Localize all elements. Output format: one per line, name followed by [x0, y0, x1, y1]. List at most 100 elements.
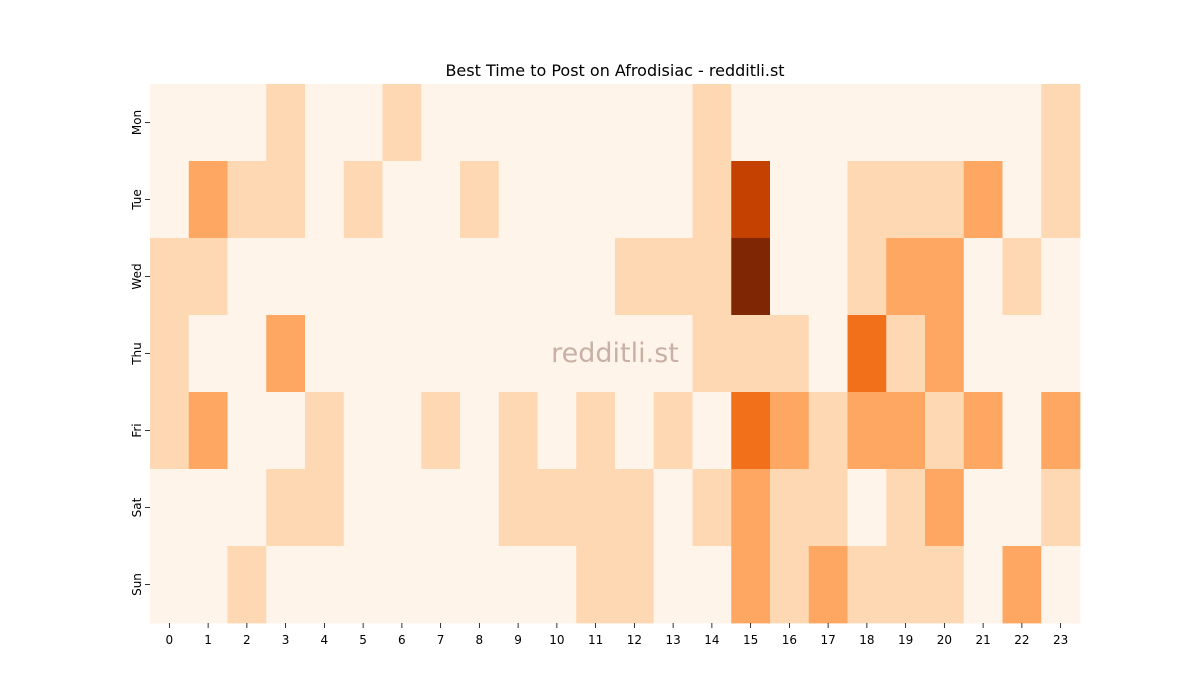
heatmap-cell: [847, 315, 887, 393]
heatmap-cell: [305, 315, 345, 393]
heatmap-cell: [576, 84, 616, 162]
heatmap-cell: [421, 315, 461, 393]
heatmap-cell: [460, 238, 500, 316]
heatmap-cell: [770, 161, 810, 239]
x-tick-label: 21: [975, 633, 990, 647]
heatmap-cell: [266, 84, 306, 162]
heatmap-cell: [227, 469, 267, 547]
heatmap-cell: [615, 84, 655, 162]
heatmap-cell: [266, 469, 306, 547]
heatmap-cell: [886, 469, 926, 547]
heatmap-cell: [963, 469, 1003, 547]
heatmap-cell: [692, 315, 732, 393]
heatmap-cell: [615, 161, 655, 239]
x-tick-label: 11: [588, 633, 603, 647]
x-tick-label: 1: [204, 633, 212, 647]
x-tick-label: 17: [820, 633, 835, 647]
heatmap-cell: [1002, 469, 1042, 547]
heatmap-cell: [886, 238, 926, 316]
heatmap-cell: [382, 84, 422, 162]
heatmap-cell: [421, 84, 461, 162]
heatmap-cell: [188, 546, 228, 624]
heatmap-cell: [188, 238, 228, 316]
heatmap-cell: [731, 392, 771, 470]
heatmap-cell: [460, 546, 500, 624]
heatmap-cell: [537, 469, 577, 547]
heatmap-cell: [576, 392, 616, 470]
heatmap-cell: [266, 238, 306, 316]
heatmap-cell: [653, 392, 693, 470]
heatmap-cell: [770, 546, 810, 624]
x-tick-label: 9: [514, 633, 522, 647]
heatmap-cell: [770, 315, 810, 393]
heatmap-cell: [963, 161, 1003, 239]
heatmap-cell: [925, 161, 965, 239]
x-tick-label: 22: [1014, 633, 1029, 647]
heatmap-cell: [576, 161, 616, 239]
heatmap-cell: [343, 315, 383, 393]
heatmap-cell: [460, 315, 500, 393]
heatmap-cell: [1002, 161, 1042, 239]
heatmap-cell: [305, 392, 345, 470]
heatmap-cell: [382, 161, 422, 239]
x-tick-label: 7: [437, 633, 445, 647]
heatmap-cell: [692, 238, 732, 316]
x-tick-label: 2: [243, 633, 251, 647]
heatmap-cell: [653, 238, 693, 316]
heatmap-cell: [808, 238, 848, 316]
heatmap-cell: [770, 84, 810, 162]
heatmap-cell: [653, 546, 693, 624]
heatmap-cell: [1002, 546, 1042, 624]
heatmap-cell: [731, 161, 771, 239]
heatmap-cell: [305, 84, 345, 162]
heatmap-cell: [188, 315, 228, 393]
heatmap-cell: [150, 546, 190, 624]
x-tick-label: 8: [476, 633, 484, 647]
heatmap-cell: [460, 469, 500, 547]
heatmap-cell: [343, 238, 383, 316]
heatmap-cell: [460, 392, 500, 470]
heatmap-cell: [188, 161, 228, 239]
heatmap-cell: [925, 84, 965, 162]
heatmap-cell: [1002, 238, 1042, 316]
x-tick-label: 16: [782, 633, 797, 647]
heatmap-cell: [886, 161, 926, 239]
y-tick-label: Sun: [130, 573, 144, 596]
heatmap-cell: [421, 546, 461, 624]
heatmap-cell: [925, 469, 965, 547]
heatmap-cell: [576, 546, 616, 624]
x-tick-label: 19: [898, 633, 913, 647]
heatmap-cell: [886, 315, 926, 393]
heatmap-cell: [886, 546, 926, 624]
heatmap-cell: [343, 469, 383, 547]
heatmap-cell: [498, 315, 538, 393]
heatmap-cell: [847, 238, 887, 316]
heatmap-cell: [227, 546, 267, 624]
heatmap-cell: [498, 392, 538, 470]
heatmap-cell: [615, 546, 655, 624]
heatmap-cell: [421, 392, 461, 470]
heatmap-cell: [1041, 315, 1081, 393]
heatmap-cell: [847, 392, 887, 470]
heatmap-cell: [382, 469, 422, 547]
heatmap-cell: [1002, 392, 1042, 470]
x-tick-label: 20: [937, 633, 952, 647]
heatmap-cell: [537, 84, 577, 162]
heatmap-cell: [886, 392, 926, 470]
heatmap-cell: [847, 161, 887, 239]
heatmap-cell: [227, 315, 267, 393]
heatmap-cell: [498, 546, 538, 624]
y-tick-label: Thu: [130, 342, 144, 366]
heatmap-cell: [1002, 84, 1042, 162]
heatmap-cell: [1041, 469, 1081, 547]
heatmap-cell: [576, 315, 616, 393]
heatmap-cell: [498, 161, 538, 239]
heatmap-cell: [150, 84, 190, 162]
heatmap-cell: [925, 315, 965, 393]
heatmap-cell: [770, 392, 810, 470]
heatmap-cell: [227, 392, 267, 470]
heatmap-cell: [808, 392, 848, 470]
heatmap-cell: [808, 315, 848, 393]
heatmap-cell: [150, 161, 190, 239]
x-tick-label: 14: [704, 633, 719, 647]
